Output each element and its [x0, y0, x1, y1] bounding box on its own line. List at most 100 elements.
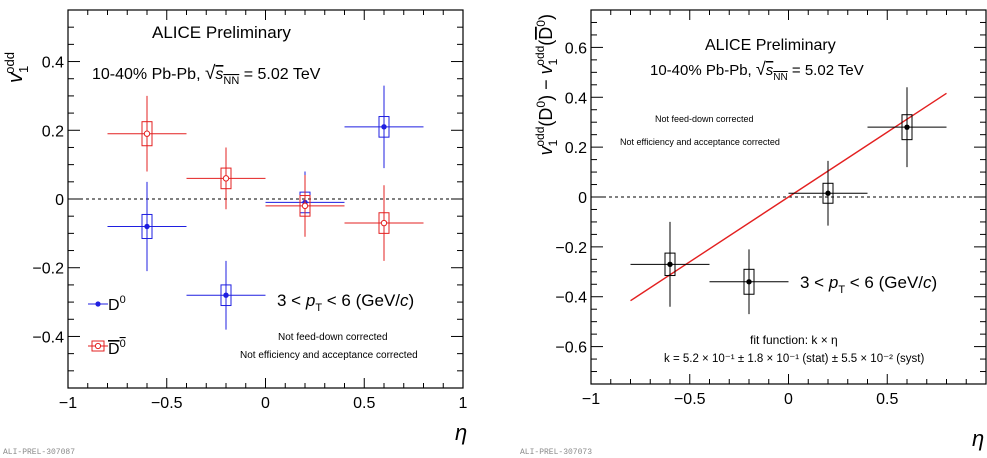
left-systematic-box [378, 116, 390, 138]
right-y-tick-label: 0.6 [565, 40, 587, 57]
right-fit-function: fit function: k × η [750, 333, 838, 347]
right-fit-line [630, 92, 947, 302]
right-ylabel-close: ) [536, 14, 556, 20]
legend-d0-label: D0 [108, 294, 126, 314]
right-y-axis-label: v1odd(D0) − v1odd(D0) [533, 14, 560, 155]
left-systematic-box [141, 213, 153, 240]
right-ylabel-dbar: D [536, 27, 556, 40]
left-note-feeddown: Not feed-down corrected [278, 332, 388, 343]
left-y-tick-label: 0.2 [42, 123, 64, 140]
right-ylabel-v1: v [536, 145, 556, 155]
left-systematic-box [220, 284, 232, 307]
left-system-label: 10-40% Pb-Pb, √sNN = 5.02 TeV [92, 63, 321, 87]
right-note-efficiency: Not efficiency and acceptance corrected [620, 137, 780, 147]
right-pt-suffix: < 6 (GeV/ [845, 273, 923, 292]
legend-d0-sup: 0 [120, 294, 126, 306]
right-y-tick-label: −0.2 [555, 240, 587, 257]
right-ylabel-sub1: 1 [546, 139, 560, 146]
right-pt-prefix: 3 < [800, 273, 829, 292]
left-ylabel-v: v [5, 72, 27, 83]
left-pt-close: ) [409, 291, 415, 310]
legend-d0bar-box [91, 340, 105, 352]
left-system-prefix: 10-40% Pb-Pb, [92, 66, 205, 83]
left-data-point [301, 202, 309, 210]
right-systematic-box [743, 268, 755, 295]
legend-d0bar-label: D0 [108, 338, 126, 358]
left-pt-prefix: 3 < [277, 291, 306, 310]
right-y-tick-label: −0.6 [555, 340, 587, 357]
right-fit-result: k = 5.2 × 10⁻¹ ± 1.8 × 10⁻¹ (stat) ± 5.5… [664, 353, 924, 365]
left-systematic-box [378, 212, 390, 234]
right-title: ALICE Preliminary [705, 37, 836, 54]
left-ylabel-sup: odd [2, 52, 17, 74]
right-y-tick-label: 0.2 [565, 140, 587, 157]
left-data-point [380, 219, 388, 227]
right-nn: NN [773, 72, 787, 83]
right-ylabel-sub2: 1 [546, 58, 560, 65]
right-ylabel-open: ( [536, 40, 556, 46]
left-pt-suffix: < 6 (GeV/ [322, 291, 400, 310]
left-watermark: ALI-PREL-307087 [3, 448, 75, 457]
right-pt-range-label: 3 < pT < 6 (GeV/c) [800, 273, 937, 296]
right-y-tick-label: 0.4 [565, 90, 587, 107]
left-x-axis-label: η [455, 420, 467, 445]
right-systematic-box [664, 252, 676, 277]
left-pt-T: T [315, 302, 322, 314]
right-data-marks [591, 87, 986, 315]
right-y-tick-label: −0.4 [555, 290, 587, 307]
right-x-tick-label: −1 [582, 391, 600, 408]
left-systematic-box [220, 167, 232, 190]
left-legend: D0 D0 [88, 294, 126, 358]
legend-d0-marker [95, 301, 101, 307]
right-ylabel-d: (D [536, 108, 556, 127]
left-y-tick-label: 0.4 [42, 55, 64, 72]
left-x-tick-label: 1 [459, 395, 468, 412]
left-sqrt: √ [205, 63, 216, 84]
left-x-tick-label: 0.5 [353, 395, 375, 412]
left-y-tick-label: −0.2 [32, 261, 64, 278]
left-note-efficiency: Not efficiency and acceptance corrected [240, 350, 418, 361]
left-x-tick-label: −1 [59, 395, 77, 412]
right-panel: −1 −0.5 0 0.5−0.6−0.4−0.200.20.40.6 v1odd(D… [520, 9, 987, 457]
right-x-tick-label: 0.5 [876, 391, 898, 408]
left-data-point [222, 175, 230, 182]
right-energy: = 5.02 TeV [788, 62, 864, 79]
right-ylabel-sup1: odd [533, 127, 547, 147]
legend-entry-d0bar: D0 [88, 338, 126, 358]
right-axis-ticks: −1 −0.5 0 0.5 −0.6 −0.4 −0.2 0 0.2 0.4 0.6 [555, 9, 987, 408]
legend-d0bar-marker [94, 342, 102, 350]
right-system-prefix: 10-40% Pb-Pb, [650, 62, 756, 79]
left-pt-c: c [400, 291, 409, 310]
right-data-point [667, 261, 673, 268]
left-y-axis-label: v1odd [2, 52, 31, 83]
legend-d0bar-sup: 0 [120, 338, 126, 350]
right-ylabel-minus: ) − [536, 74, 556, 101]
left-energy: = 5.02 TeV [239, 66, 320, 83]
right-sqrt: √ [756, 59, 766, 79]
right-watermark: ALI-PREL-307073 [520, 448, 592, 457]
left-data-marks [68, 85, 463, 330]
right-pt-close: ) [932, 273, 938, 292]
left-pt-p: p [305, 291, 315, 310]
left-panel: −1 −0.5 0 0.5 1−0.4−0.200.20.4 v1odd η ALICE… [2, 9, 468, 457]
right-x-tick-label: 0 [784, 391, 793, 408]
left-y-tick-label: 0 [55, 192, 64, 209]
right-data-point [904, 124, 910, 130]
left-nn: NN [223, 75, 239, 87]
left-systematic-box [141, 121, 153, 147]
right-data-point [746, 279, 752, 285]
left-pt-range-label: 3 < pT < 6 (GeV/c) [277, 291, 414, 314]
right-systematic-box [901, 114, 913, 141]
left-ylabel-sub: 1 [16, 66, 31, 73]
right-s: s [766, 62, 774, 79]
right-x-axis-label: η [972, 426, 984, 451]
left-data-point [144, 223, 150, 230]
right-ylabel-v2: v [536, 64, 556, 74]
left-x-tick-label: 0 [261, 395, 270, 412]
right-pt-T: T [838, 284, 845, 296]
legend-entry-d0: D0 [88, 294, 126, 314]
left-data-point [143, 130, 151, 137]
right-systematic-box [822, 182, 834, 204]
legend-d0bar-text: D [108, 341, 120, 358]
